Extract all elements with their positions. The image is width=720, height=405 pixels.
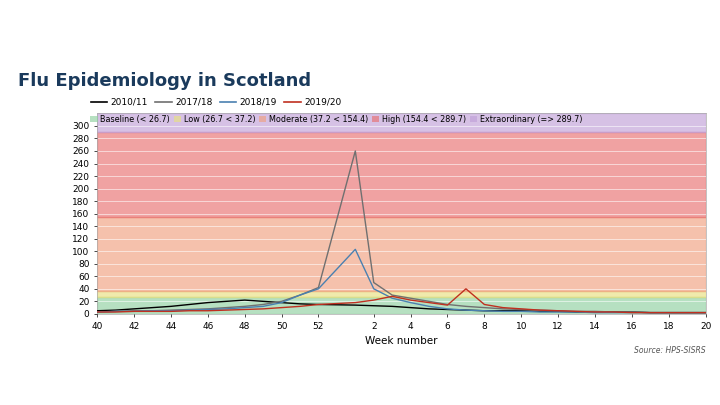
Text: Source: HPS-SISRS: Source: HPS-SISRS (634, 346, 706, 355)
Text: Flu Epidemiology in Scotland: Flu Epidemiology in Scotland (18, 72, 311, 90)
Bar (97, 290, 706, 297)
Bar (97, 113, 706, 132)
Bar (97, 297, 706, 314)
Bar (97, 132, 706, 217)
Text: NES and HPS accept no liability, as far as the law allows us to exclude such lia: NES and HPS accept no liability, as far … (9, 370, 567, 381)
Bar (97, 217, 706, 290)
Legend: 2010/11, 2017/18, 2018/19, 2019/20: 2010/11, 2017/18, 2018/19, 2019/20 (91, 98, 341, 107)
Legend: Baseline (< 26.7), Low (26.7 < 37.2), Moderate (37.2 < 154.4), High (154.4 < 289: Baseline (< 26.7), Low (26.7 < 37.2), Mo… (91, 115, 582, 124)
X-axis label: Week number: Week number (365, 336, 438, 346)
